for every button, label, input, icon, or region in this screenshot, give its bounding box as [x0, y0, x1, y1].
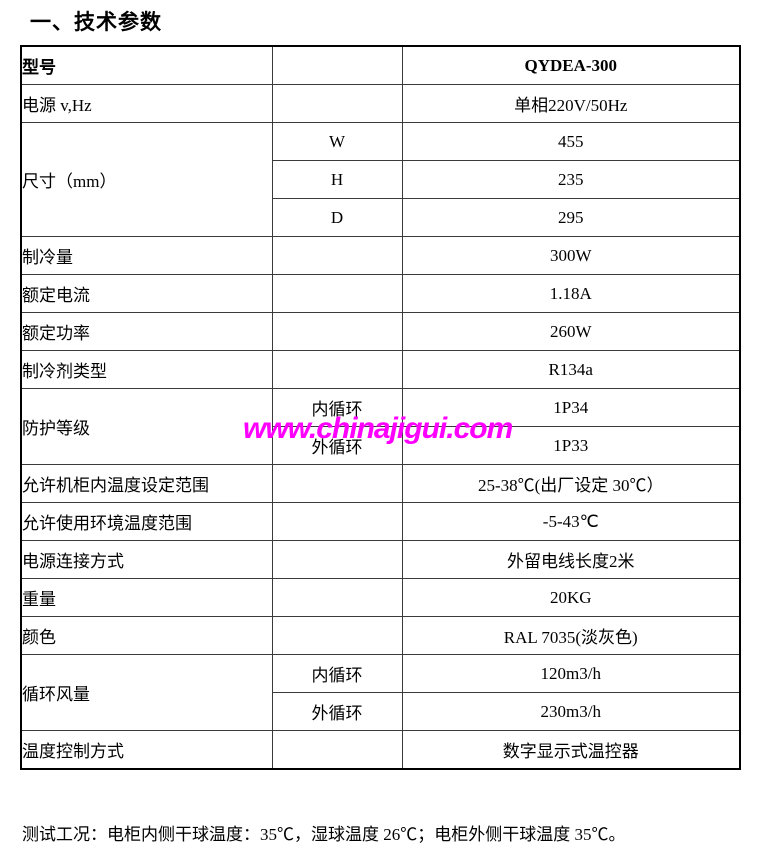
table-row-temp-control: 温度控制方式 数字显示式温控器 — [20, 730, 741, 770]
spec-label-cell: 额定电流 — [20, 274, 273, 313]
spec-value-cell: QYDEA-300 — [401, 45, 741, 85]
test-condition-note: 测试工况：电柜内侧干球温度：35℃，湿球温度 26℃；电柜外侧干球温度 35℃。 — [22, 825, 626, 844]
spec-label-cell: 颜色 — [20, 616, 273, 655]
spec-value-cell: 25-38℃(出厂设定 30℃） — [401, 464, 741, 503]
spec-value-cell: -5-43℃ — [401, 502, 741, 541]
spec-table: 型号 QYDEA-300 电源 v,Hz 单相220V/50Hz 尺寸（mm） … — [20, 45, 741, 770]
table-row-color: 颜色 RAL 7035(淡灰色) — [20, 616, 741, 655]
spec-value-cell: 235 — [401, 160, 741, 199]
spec-sub-cell — [271, 730, 403, 770]
spec-sub-cell — [271, 350, 403, 389]
spec-sub-cell: D — [271, 198, 403, 237]
spec-sub-cell: 外循环 — [271, 426, 403, 465]
spec-value-cell: 1.18A — [401, 274, 741, 313]
table-row-power-connection: 电源连接方式 外留电线长度2米 — [20, 540, 741, 579]
spec-label-cell: 额定功率 — [20, 312, 273, 351]
spec-label-cell: 允许使用环境温度范围 — [20, 502, 273, 541]
spec-value-cell: R134a — [401, 350, 741, 389]
table-row-cooling-capacity: 制冷量 300W — [20, 236, 741, 275]
table-row-refrigerant: 制冷剂类型 R134a — [20, 350, 741, 389]
spec-value-cell: 300W — [401, 236, 741, 275]
table-row-rated-current: 额定电流 1.18A — [20, 274, 741, 313]
spec-sub-cell — [271, 274, 403, 313]
spec-sub-cell: W — [271, 122, 403, 161]
spec-sub-cell — [271, 616, 403, 655]
spec-value-cell: 1P33 — [401, 426, 741, 465]
spec-label-cell: 防护等级 — [20, 388, 273, 465]
table-row-protection-inner: 防护等级 内循环 1P34 — [20, 388, 741, 465]
table-row-power: 电源 v,Hz 单相220V/50Hz — [20, 84, 741, 123]
table-row-size-d: D 295 — [21, 198, 741, 237]
spec-value-cell: 455 — [401, 122, 741, 161]
spec-label-cell: 制冷剂类型 — [20, 350, 273, 389]
spec-value-cell: 295 — [401, 198, 741, 237]
spec-value-cell: 20KG — [401, 578, 741, 617]
spec-label-cell: 型号 — [20, 45, 273, 85]
spec-sub-cell: H — [271, 160, 403, 199]
spec-sub-cell: 内循环 — [271, 388, 403, 427]
table-row-model: 型号 QYDEA-300 — [20, 45, 741, 85]
table-row-airflow-inner: 循环风量 内循环 120m3/h — [20, 654, 741, 731]
spec-value-cell: 260W — [401, 312, 741, 351]
spec-label-cell: 尺寸（mm） — [20, 122, 273, 237]
spec-label-cell: 电源连接方式 — [20, 540, 273, 579]
spec-label-cell: 温度控制方式 — [20, 730, 273, 770]
spec-value-cell: 数字显示式温控器 — [401, 730, 741, 770]
spec-sub-cell — [271, 312, 403, 351]
spec-sub-cell — [271, 578, 403, 617]
table-row-cabinet-temp-range: 允许机柜内温度设定范围 25-38℃(出厂设定 30℃） — [20, 464, 741, 503]
spec-sub-cell — [271, 236, 403, 275]
spec-sub-cell: 内循环 — [271, 654, 403, 693]
spec-value-cell: RAL 7035(淡灰色) — [401, 616, 741, 655]
spec-sub-cell — [271, 464, 403, 503]
table-row-protection-outer: 外循环 1P33 — [21, 426, 741, 465]
spec-value-cell: 120m3/h — [401, 654, 741, 693]
spec-label-cell: 电源 v,Hz — [20, 84, 273, 123]
spec-value-cell: 1P34 — [401, 388, 741, 427]
table-row-rated-power: 额定功率 260W — [20, 312, 741, 351]
spec-label-cell: 循环风量 — [20, 654, 273, 731]
table-row-size-w: 尺寸（mm） W 455 — [20, 122, 741, 237]
spec-sub-cell: 外循环 — [271, 692, 403, 731]
spec-sub-cell — [271, 84, 403, 123]
spec-label-cell: 重量 — [20, 578, 273, 617]
spec-value-cell: 外留电线长度2米 — [401, 540, 741, 579]
spec-sub-cell — [271, 45, 403, 85]
spec-label-cell: 允许机柜内温度设定范围 — [20, 464, 273, 503]
spec-sub-cell — [271, 540, 403, 579]
table-row-weight: 重量 20KG — [20, 578, 741, 617]
table-row-airflow-outer: 外循环 230m3/h — [21, 692, 741, 731]
spec-value-cell: 单相220V/50Hz — [401, 84, 741, 123]
spec-sub-cell — [271, 502, 403, 541]
table-row-size-h: H 235 — [21, 160, 741, 199]
spec-label-cell: 制冷量 — [20, 236, 273, 275]
spec-value-cell: 230m3/h — [401, 692, 741, 731]
table-row-ambient-temp-range: 允许使用环境温度范围 -5-43℃ — [20, 502, 741, 541]
page-title: 一、技术参数 — [30, 11, 162, 34]
